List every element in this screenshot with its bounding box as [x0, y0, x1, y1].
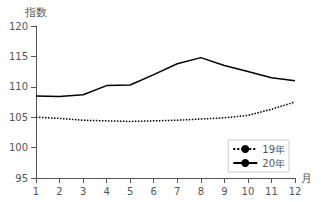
svg-text:11: 11 — [265, 186, 278, 197]
svg-text:95: 95 — [15, 173, 28, 184]
svg-text:105: 105 — [9, 112, 28, 123]
svg-text:8: 8 — [198, 186, 204, 197]
svg-text:3: 3 — [80, 186, 86, 197]
svg-text:月: 月 — [301, 172, 312, 185]
svg-text:指数: 指数 — [24, 6, 47, 19]
svg-text:120: 120 — [9, 21, 28, 32]
svg-text:100: 100 — [9, 142, 28, 153]
svg-text:19年: 19年 — [262, 144, 285, 155]
svg-text:110: 110 — [9, 81, 28, 92]
svg-text:4: 4 — [103, 186, 109, 197]
svg-text:6: 6 — [151, 186, 157, 197]
svg-text:20年: 20年 — [262, 158, 285, 169]
svg-text:9: 9 — [221, 186, 227, 197]
svg-text:115: 115 — [9, 51, 28, 62]
svg-text:10: 10 — [242, 186, 255, 197]
svg-text:1: 1 — [33, 186, 39, 197]
svg-text:5: 5 — [127, 186, 133, 197]
svg-text:12: 12 — [289, 186, 302, 197]
svg-text:7: 7 — [174, 186, 180, 197]
svg-text:2: 2 — [56, 186, 62, 197]
